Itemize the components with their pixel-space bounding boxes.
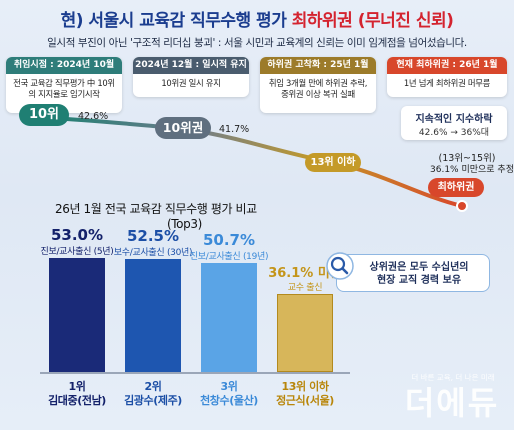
timeline-card-title: 취임시점 : 2024년 10월 xyxy=(6,57,122,74)
bar-value-label: 36.1% 미만 xyxy=(268,266,342,281)
category-name: 천창수(울산) xyxy=(200,394,258,407)
bar-2 xyxy=(125,259,181,372)
trend-summary-body: 42.6% → 36%대 xyxy=(418,128,490,138)
current-estimate: 36.1% 미만으로 추정 xyxy=(430,165,514,175)
category-rank: 2위 xyxy=(144,380,162,393)
point-pill-current: 최하위권 xyxy=(428,178,484,197)
category-name: 김대중(전남) xyxy=(48,394,106,407)
title-main: 현) 서울시 교육감 직무수행 평가 xyxy=(60,11,292,31)
point-value-hold: 41.7% xyxy=(219,124,250,135)
bar-value-label: 53.0% xyxy=(50,226,104,244)
timeline-card-body: 취임 3개월 만에 하위권 추락, 중위권 이상 복귀 실패 xyxy=(268,78,368,99)
timeline-card-body: 1년 넘게 최하위권 머무름 xyxy=(403,78,491,88)
watermark-logo: 더에듀 xyxy=(404,384,500,422)
chart-title-line1: 26년 1월 전국 교육감 직무수행 평가 비교 xyxy=(55,202,257,216)
bar-sub-label: 진보/교사출신 (19년) xyxy=(189,252,269,262)
bar-value-label: 52.5% xyxy=(126,227,180,245)
category-rank: 3위 xyxy=(220,380,238,393)
chart-baseline xyxy=(40,372,350,374)
category-label: 13위 이하 정근식(서울) xyxy=(257,380,353,408)
bar-4 xyxy=(277,294,333,372)
point-value-start: 42.6% xyxy=(78,111,109,122)
timeline-card-decline: 하위권 고착화 : 25년 1월 취임 3개월 만에 하위권 추락, 중위권 이… xyxy=(260,57,376,113)
timeline-card-current: 현재 최하위권 : 26년 1월 1년 넘게 최하위권 머무름 xyxy=(387,57,507,97)
page-subtitle: 일시적 부진이 아닌 '구조적 리더십 붕괴' : 서울 시민과 교육계의 신뢰… xyxy=(47,37,467,49)
trend-end-dot xyxy=(456,200,468,212)
watermark-slogan: 더 바른 교육, 더 나은 미래 xyxy=(411,373,495,382)
bar-3 xyxy=(201,263,257,372)
trend-line xyxy=(48,116,464,208)
timeline-card-title: 하위권 고착화 : 25년 1월 xyxy=(260,57,376,74)
point-pill-decline: 13위 이하 xyxy=(305,153,361,172)
trend-summary-box: 지속적인 지수하락 42.6% → 36%대 xyxy=(401,106,507,140)
point-pill-start: 10위 xyxy=(19,104,69,126)
category-name: 김광수(제주) xyxy=(124,394,182,407)
category-label: 3위 천창수(울산) xyxy=(181,380,277,408)
timeline-card-title: 현재 최하위권 : 26년 1월 xyxy=(387,57,507,74)
callout-line2: 현장 교직 경력 보유 xyxy=(376,275,462,286)
bar-1 xyxy=(49,258,105,372)
title-highlight: 최하위권 (무너진 신뢰) xyxy=(291,11,454,31)
point-pill-hold: 10위권 xyxy=(155,117,211,139)
trend-summary-title: 지속적인 지수하락 xyxy=(415,114,493,125)
callout-line1: 상위권은 모두 수십년의 xyxy=(369,262,469,273)
bar-sub-label: 진보/교사출신 (5년) xyxy=(40,247,114,257)
search-icon xyxy=(326,252,354,280)
category-rank: 13위 이하 xyxy=(281,380,329,393)
page-title: 현) 서울시 교육감 직무수행 평가 최하위권 (무너진 신뢰) xyxy=(0,6,514,31)
current-rank-range: (13위~15위) xyxy=(438,153,496,164)
category-rank: 1위 xyxy=(68,380,86,393)
timeline-card-start: 취임시점 : 2024년 10월 전국 교육감 직무평가 中 10위의 지지율로… xyxy=(6,57,122,113)
bar-sub-label: 교수 출신 xyxy=(287,283,323,293)
chart-title-line2: (Top3) xyxy=(167,217,202,231)
category-label: 2위 김광수(제주) xyxy=(105,380,201,408)
timeline-card-title: 2024년 12월 : 일시적 유지 xyxy=(133,57,249,74)
callout-box: 상위권은 모두 수십년의 현장 교직 경력 보유 xyxy=(336,254,490,292)
category-name: 정근식(서울) xyxy=(276,394,334,407)
timeline-card-body: 전국 교육감 직무평가 中 10위의 지지율로 임기시작 xyxy=(13,78,115,99)
timeline-card-hold: 2024년 12월 : 일시적 유지 10위권 일시 유지 xyxy=(133,57,249,97)
bar-sub-label: 보수/교사출신 (30년) xyxy=(113,248,193,258)
bar-value-label: 50.7% xyxy=(202,231,256,249)
category-label: 1위 김대중(전남) xyxy=(29,380,125,408)
chart-title: 26년 1월 전국 교육감 직무수행 평가 비교 (Top3) xyxy=(55,202,257,232)
timeline-card-body: 10위권 일시 유지 xyxy=(161,78,221,88)
